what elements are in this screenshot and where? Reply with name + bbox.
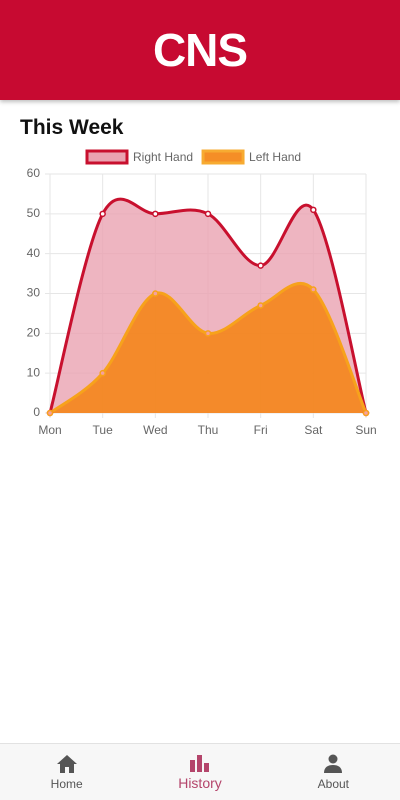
nav-history[interactable]: History xyxy=(133,744,266,800)
nav-label: Home xyxy=(50,777,83,791)
legend-label: Right Hand xyxy=(133,150,193,164)
history-icon xyxy=(189,755,209,772)
y-tick-label: 10 xyxy=(27,365,41,379)
logo: CNS xyxy=(152,24,248,76)
legend-label: Left Hand xyxy=(249,150,301,164)
data-point xyxy=(204,210,212,218)
x-tick-label: Sun xyxy=(355,423,376,437)
legend-swatch xyxy=(201,149,245,165)
nav-home[interactable]: Home xyxy=(0,744,133,800)
x-tick-label: Wed xyxy=(143,423,167,437)
nav-label: About xyxy=(317,777,349,791)
y-tick-label: 30 xyxy=(27,286,41,300)
section-title: This Week xyxy=(20,116,124,139)
series-area xyxy=(50,283,366,413)
data-point xyxy=(310,206,317,214)
data-point xyxy=(99,210,106,218)
data-point xyxy=(99,369,106,377)
nav-about[interactable]: About xyxy=(267,744,400,800)
about-icon xyxy=(324,754,343,773)
data-point xyxy=(204,330,212,337)
legend-swatch xyxy=(85,149,129,165)
bottom-nav: Home History About xyxy=(0,743,400,800)
x-tick-label: Sat xyxy=(304,423,323,437)
x-tick-label: Tue xyxy=(93,423,114,437)
data-point xyxy=(362,409,370,417)
data-point xyxy=(257,262,264,269)
data-point xyxy=(46,409,54,417)
y-tick-label: 20 xyxy=(27,326,41,340)
y-tick-label: 50 xyxy=(27,206,41,220)
y-tick-label: 0 xyxy=(33,405,40,419)
x-tick-label: Mon xyxy=(38,423,61,437)
data-point xyxy=(152,210,159,218)
x-tick-label: Thu xyxy=(198,423,219,437)
home-icon xyxy=(56,755,77,773)
data-point xyxy=(257,302,264,309)
y-tick-label: 60 xyxy=(27,166,41,180)
data-point xyxy=(310,286,317,293)
y-tick-label: 40 xyxy=(27,246,41,260)
app-header: CNS xyxy=(0,0,400,100)
series-line xyxy=(48,197,368,414)
nav-label: History xyxy=(178,775,222,791)
x-tick-label: Fri xyxy=(254,423,268,437)
data-point xyxy=(152,290,159,297)
chart: 0 10 20 30 40 50 60 Mon Tue Wed Thu Fri Sat Sun Right … xyxy=(27,149,377,437)
